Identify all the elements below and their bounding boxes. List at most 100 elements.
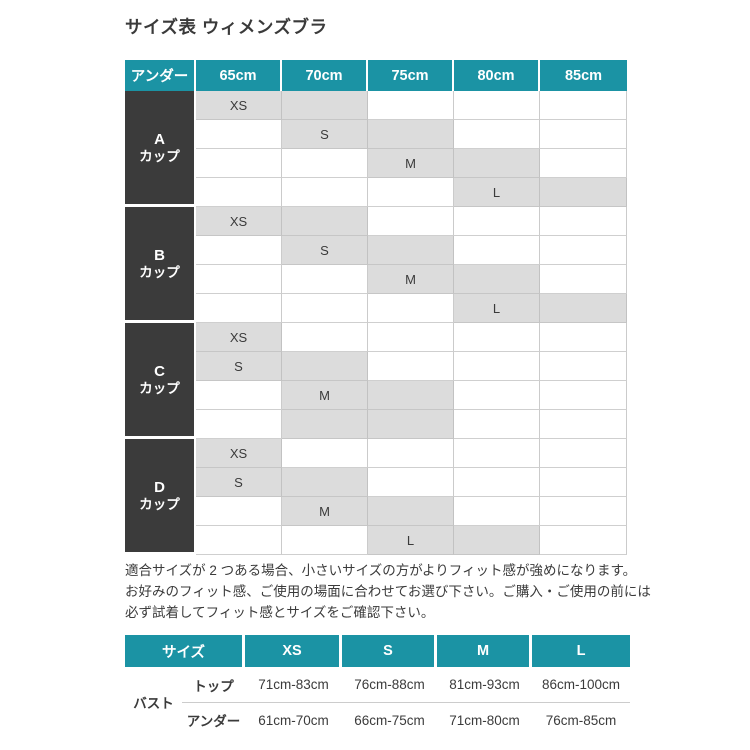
- column-header-size: サイズ: [125, 635, 245, 667]
- size-cell: [454, 91, 540, 120]
- size-cell: [540, 410, 627, 439]
- size-label: S: [234, 474, 243, 490]
- size-cell: [540, 149, 627, 178]
- size-cell: [282, 149, 368, 178]
- size-cell: [196, 381, 282, 410]
- size-cell: [540, 323, 627, 352]
- size-cell: [540, 120, 627, 149]
- size-cell: [196, 120, 282, 149]
- size-cell: [368, 439, 454, 468]
- size-cell: [282, 91, 368, 120]
- cup-letter: B: [154, 246, 165, 264]
- column-header-80cm: 80cm: [454, 60, 540, 91]
- group-label-bust: バスト: [133, 696, 174, 711]
- size-cell: [454, 207, 540, 236]
- size-cell: [454, 120, 540, 149]
- cup-label-b: B カップ: [125, 207, 196, 323]
- size-label: M: [319, 387, 330, 403]
- cup-letter: A: [154, 130, 165, 148]
- size-label: L: [492, 184, 501, 200]
- size-label: M: [405, 155, 416, 171]
- size-cell: [540, 497, 627, 526]
- cup-word: カップ: [139, 380, 180, 396]
- size-cell: [368, 207, 454, 236]
- size-cell: [282, 468, 368, 497]
- size-cell: [540, 91, 627, 120]
- size-cell: [282, 410, 368, 439]
- size-cell: [540, 468, 627, 497]
- size-cell: [540, 236, 627, 265]
- size-cell: [454, 439, 540, 468]
- size-label: XS: [229, 329, 248, 345]
- size-label: S: [320, 126, 329, 142]
- size-cell: XS: [196, 91, 282, 120]
- size-cell: L: [368, 526, 454, 555]
- size-cell: [454, 236, 540, 265]
- column-header-85cm: 85cm: [540, 60, 627, 91]
- size-cell: [540, 294, 627, 323]
- cup-section-a: A カップ XS S M L: [125, 91, 627, 207]
- size-cell: S: [196, 468, 282, 497]
- size-cell: [196, 526, 282, 555]
- size-label: S: [234, 358, 243, 374]
- size-cell: [454, 149, 540, 178]
- fit-note-line-2: お好みのフィット感、ご使用の場面に合わせてお選び下さい。ご購入・ご使用の前には: [125, 584, 651, 599]
- measurement-value: 86cm-100cm: [541, 677, 621, 692]
- size-label: M: [319, 503, 330, 519]
- measurement-value: 66cm-75cm: [342, 702, 437, 737]
- measurement-value: 76cm-85cm: [532, 702, 630, 737]
- size-cell: [540, 178, 627, 207]
- size-cell: S: [282, 236, 368, 265]
- size-chart-header-row: アンダー 65cm 70cm 75cm 80cm 85cm: [125, 60, 627, 91]
- measurement-value: 71cm-80cm: [437, 702, 532, 737]
- size-cell: [282, 323, 368, 352]
- size-cell: [282, 526, 368, 555]
- size-label: XS: [229, 213, 248, 229]
- column-header-75cm: 75cm: [368, 60, 454, 91]
- size-cell: [368, 120, 454, 149]
- row-label-under: アンダー: [182, 702, 245, 737]
- size-cell: [282, 207, 368, 236]
- size-cell: L: [454, 294, 540, 323]
- size-cell: [196, 236, 282, 265]
- size-cell: [196, 265, 282, 294]
- size-cell: [282, 439, 368, 468]
- column-header-under: アンダー: [125, 60, 196, 91]
- size-cell: [540, 381, 627, 410]
- size-cell: [454, 497, 540, 526]
- size-cell: [454, 468, 540, 497]
- size-cell: [196, 294, 282, 323]
- size-cell: M: [282, 497, 368, 526]
- fit-note-line-3: 必ず試着してフィット感とサイズをご確認下さい。: [125, 605, 435, 620]
- size-label: L: [406, 532, 415, 548]
- size-cell: [368, 497, 454, 526]
- measurement-header-row: サイズ XS S M L: [125, 635, 630, 667]
- measurement-value: 71cm-83cm: [258, 677, 329, 692]
- measurement-value: 76cm-88cm: [354, 677, 425, 692]
- cup-letter: C: [154, 362, 165, 380]
- measurement-body: バスト トップ 71cm-83cm 76cm-88cm 81cm-93cm 86…: [125, 667, 630, 737]
- size-cell: [196, 149, 282, 178]
- size-cell: [454, 352, 540, 381]
- size-cell: [368, 468, 454, 497]
- size-cell: [368, 178, 454, 207]
- size-label: XS: [229, 445, 248, 461]
- size-cell: [368, 236, 454, 265]
- size-cell: [454, 526, 540, 555]
- size-cell: XS: [196, 323, 282, 352]
- size-cell: [196, 410, 282, 439]
- size-cell: [540, 265, 627, 294]
- size-label: S: [320, 242, 329, 258]
- size-cell: [282, 294, 368, 323]
- cup-letter: D: [154, 478, 165, 496]
- cup-label-a: A カップ: [125, 91, 196, 207]
- size-cell: S: [282, 120, 368, 149]
- size-cell: M: [282, 381, 368, 410]
- measurement-value: 61cm-70cm: [245, 702, 342, 737]
- size-cell: [282, 352, 368, 381]
- cup-word: カップ: [139, 148, 180, 164]
- column-header-l: L: [532, 635, 630, 667]
- measurement-value: 81cm-93cm: [449, 677, 520, 692]
- size-cell: [454, 381, 540, 410]
- cup-label-c: C カップ: [125, 323, 196, 439]
